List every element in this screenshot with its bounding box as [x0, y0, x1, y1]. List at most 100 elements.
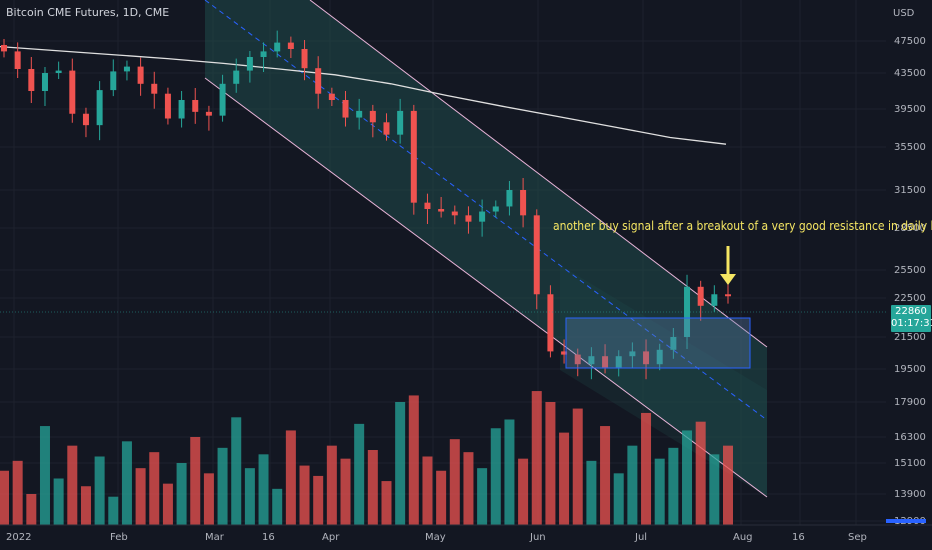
- volume-bar: [449, 439, 460, 525]
- volume-bar: [709, 454, 720, 525]
- volume-bar: [26, 494, 37, 525]
- candle-body: [369, 110, 376, 123]
- candle-body: [520, 190, 527, 216]
- time-tick-label: 2022: [6, 532, 31, 543]
- volume-bar: [641, 412, 652, 525]
- candle-body: [725, 294, 731, 297]
- price-axis[interactable]: [886, 0, 932, 525]
- price-tick-label: 17900: [894, 397, 926, 408]
- candle-body: [1, 45, 7, 52]
- candle-body: [492, 206, 499, 212]
- volume-bar: [600, 426, 611, 525]
- channel-fill-tail: [560, 265, 767, 497]
- candle-body: [205, 111, 212, 116]
- candle-body: [397, 110, 404, 135]
- time-tick-label: May: [425, 532, 446, 543]
- time-tick-label: Jul: [634, 532, 647, 543]
- volume-bar: [559, 432, 570, 525]
- volume-bar: [190, 437, 201, 525]
- time-tick-label: 16: [262, 532, 275, 543]
- time-tick-label: Apr: [322, 532, 340, 543]
- candle-body: [356, 110, 363, 118]
- candle-body: [615, 356, 622, 368]
- candle-body: [506, 190, 513, 207]
- channel-lower-line: [204, 77, 768, 498]
- volume-bar: [340, 458, 351, 525]
- currency-label: USD: [893, 8, 915, 19]
- candle-body: [14, 51, 21, 69]
- candle-body: [151, 83, 158, 94]
- channel-upper-line: [309, 0, 768, 348]
- volume-bar: [436, 470, 447, 525]
- price-tick-label: 28500: [894, 223, 926, 234]
- volume-bar: [67, 445, 78, 525]
- volume-bar: [244, 468, 255, 525]
- candle-body: [410, 110, 417, 203]
- consolidation-box[interactable]: [565, 317, 751, 369]
- candle-body: [328, 93, 335, 100]
- candle-body: [465, 215, 472, 222]
- volume-bar: [668, 447, 679, 525]
- volume-bar: [108, 496, 119, 525]
- candle-body: [41, 73, 48, 91]
- candle-body: [574, 354, 581, 365]
- price-tick-label: 21500: [894, 332, 926, 343]
- volume-bars: [0, 391, 733, 525]
- volume-bar: [149, 452, 160, 525]
- time-tick-label: Jun: [529, 532, 546, 543]
- candle-body: [383, 122, 390, 135]
- price-tick-label: 16300: [894, 432, 926, 443]
- down-arrow-icon: [720, 246, 736, 285]
- volume-bar: [12, 460, 23, 525]
- volume-bar: [408, 395, 419, 525]
- volume-bar: [176, 463, 187, 525]
- candle-body: [246, 57, 253, 71]
- price-tick-label: 31500: [894, 185, 926, 196]
- last-price-badge[interactable]: 22860 01:17:31: [891, 305, 932, 332]
- volume-bar: [326, 445, 337, 525]
- candle-body: [629, 351, 636, 357]
- volume-bar: [285, 430, 296, 525]
- candle-body: [602, 356, 609, 368]
- candle-body: [697, 286, 704, 306]
- candle-body: [219, 83, 226, 116]
- candle-body: [424, 202, 431, 209]
- volume-bar: [313, 475, 324, 525]
- volume-bar: [422, 456, 433, 525]
- candle-body: [438, 209, 445, 212]
- chart-title: Bitcoin CME Futures, 1D, CME: [6, 6, 170, 19]
- volume-bar: [463, 452, 474, 525]
- price-tick-label: 22500: [894, 293, 926, 304]
- volume-bar: [0, 470, 9, 525]
- volume-bar: [504, 419, 515, 525]
- volume-bar: [682, 430, 693, 525]
- candle-body: [451, 211, 458, 216]
- volume-bar: [627, 445, 638, 525]
- time-tick-label: Sep: [848, 532, 867, 543]
- volume-bar: [217, 447, 228, 525]
- candle-body: [274, 42, 281, 52]
- candle-body: [588, 356, 595, 365]
- volume-bar: [53, 478, 64, 525]
- candle-body: [670, 337, 677, 350]
- volume-bar: [613, 473, 624, 525]
- volume-bar: [723, 445, 733, 525]
- volume-bar: [231, 417, 242, 525]
- volume-bar: [162, 483, 173, 525]
- volume-bar: [94, 456, 105, 525]
- volume-bar: [299, 465, 310, 525]
- volume-bar: [39, 426, 50, 525]
- candle-body: [301, 49, 308, 69]
- volume-bar: [654, 458, 665, 525]
- volume-bar: [490, 428, 501, 525]
- time-tick-label: Mar: [205, 532, 225, 543]
- time-tick-label: 16: [792, 532, 805, 543]
- volume-bar: [572, 408, 583, 525]
- candle-body: [711, 294, 718, 306]
- candle-body: [82, 113, 89, 126]
- candle-body: [55, 70, 62, 73]
- volume-bar: [203, 473, 214, 525]
- time-tick-label: Feb: [110, 532, 128, 543]
- price-tick-label: 19500: [894, 364, 926, 375]
